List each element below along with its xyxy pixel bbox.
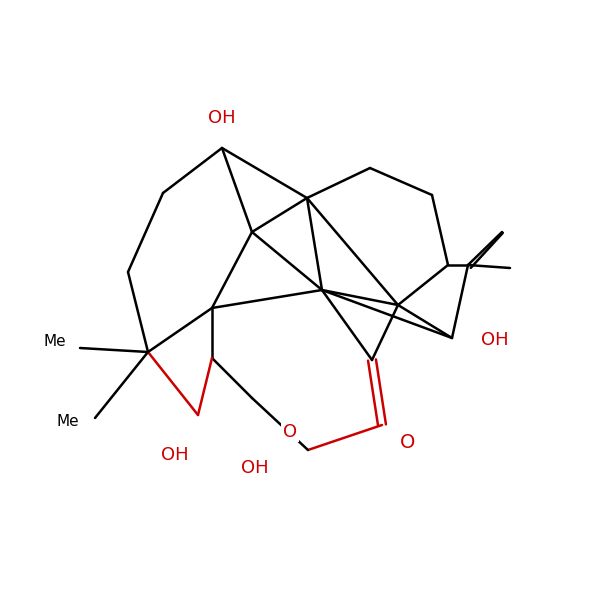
Text: OH: OH: [481, 331, 509, 349]
Text: O: O: [400, 433, 416, 451]
Text: OH: OH: [208, 109, 236, 127]
Text: OH: OH: [161, 446, 189, 464]
Text: Me: Me: [44, 335, 67, 349]
Text: OH: OH: [241, 459, 269, 477]
Text: O: O: [283, 423, 297, 441]
Text: Me: Me: [56, 415, 79, 430]
